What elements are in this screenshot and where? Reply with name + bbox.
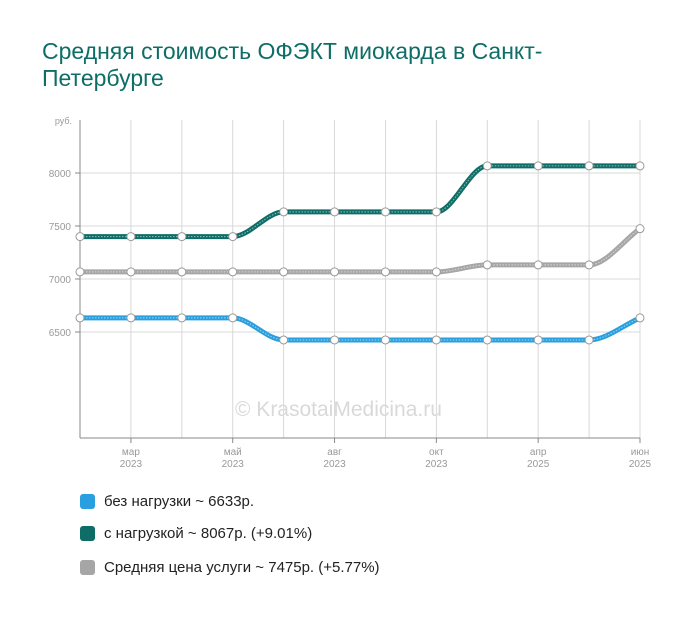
data-point-with-load: [75, 232, 85, 242]
data-point-with-load: [380, 207, 390, 217]
data-point-with-load: [533, 161, 543, 171]
axes: 6500700075008000руб.мар2023май2023авг202…: [49, 116, 652, 470]
data-point-without-load: [279, 335, 289, 345]
x-tick-label-year: 2023: [120, 459, 143, 470]
x-tick-label-year: 2023: [425, 459, 448, 470]
data-point-average-price: [330, 267, 340, 277]
series-points: [75, 161, 645, 345]
y-tick-label: 8000: [49, 169, 72, 180]
y-axis-unit-label: руб.: [55, 116, 72, 126]
series-line-texture-average-price: [79, 228, 641, 273]
data-point-without-load: [177, 313, 187, 323]
data-point-average-price: [177, 267, 187, 277]
legend-swatch-blue: [80, 493, 95, 509]
legend-swatch-gray: [80, 559, 95, 575]
series-line-texture-without-load: [80, 317, 641, 341]
data-point-without-load: [635, 313, 645, 323]
data-point-average-price: [482, 260, 492, 270]
data-point-average-price: [635, 224, 645, 234]
data-point-with-load: [431, 207, 441, 217]
x-tick-label-month: окт: [429, 447, 444, 458]
data-point-without-load: [228, 313, 238, 323]
legend-label: с нагрузкой ~ 8067р. (+9.01%): [104, 524, 313, 542]
legend-swatch-teal: [80, 525, 95, 541]
data-point-with-load: [584, 161, 594, 171]
x-tick-label-month: авг: [327, 447, 342, 458]
data-point-average-price: [431, 267, 441, 277]
data-point-average-price: [584, 260, 594, 270]
legend-label: без нагрузки ~ 6633р.: [104, 492, 255, 510]
data-point-with-load: [635, 161, 645, 171]
watermark-text: © KrasotaiMedicina.ru: [235, 398, 442, 421]
data-point-with-load: [177, 232, 187, 242]
data-point-with-load: [126, 232, 136, 242]
series-lines: [77, 163, 643, 343]
data-point-without-load: [126, 313, 136, 323]
legend-item-with-load[interactable]: с нагрузкой ~ 8067р. (+9.01%): [80, 522, 312, 544]
data-point-with-load: [330, 207, 340, 217]
y-tick-label: 6500: [49, 328, 72, 339]
y-tick-label: 7000: [49, 275, 72, 286]
data-point-without-load: [431, 335, 441, 345]
data-point-average-price: [279, 267, 289, 277]
series-line-without-load: [77, 315, 643, 343]
x-tick-label-month: июн: [631, 447, 650, 458]
data-point-without-load: [533, 335, 543, 345]
grid-lines: [79, 120, 641, 438]
x-tick-label-year: 2025: [629, 459, 652, 470]
data-point-with-load: [482, 161, 492, 171]
data-point-average-price: [126, 267, 136, 277]
x-tick-label-month: апр: [530, 447, 547, 458]
y-tick-label: 7500: [49, 222, 72, 233]
legend-label: Средняя цена услуги ~ 7475р. (+5.77%): [104, 558, 380, 576]
x-tick-label-month: мар: [122, 447, 140, 458]
data-point-without-load: [380, 335, 390, 345]
x-tick-label-year: 2025: [527, 459, 550, 470]
data-point-with-load: [279, 207, 289, 217]
chart-title: Средняя стоимость ОФЭКТ миокарда в Санкт…: [42, 38, 543, 91]
legend-item-without-load[interactable]: без нагрузки ~ 6633р.: [80, 490, 254, 512]
x-tick-label-year: 2023: [323, 459, 346, 470]
data-point-with-load: [228, 232, 238, 242]
data-point-average-price: [228, 267, 238, 277]
data-point-average-price: [75, 267, 85, 277]
data-point-average-price: [533, 260, 543, 270]
data-point-without-load: [75, 313, 85, 323]
data-point-without-load: [584, 335, 594, 345]
x-tick-label-month: май: [224, 447, 242, 458]
data-point-without-load: [330, 335, 340, 345]
data-point-average-price: [380, 267, 390, 277]
x-tick-label-year: 2023: [222, 459, 245, 470]
data-point-without-load: [482, 335, 492, 345]
legend-item-average-price[interactable]: Средняя цена услуги ~ 7475р. (+5.77%): [80, 556, 380, 578]
